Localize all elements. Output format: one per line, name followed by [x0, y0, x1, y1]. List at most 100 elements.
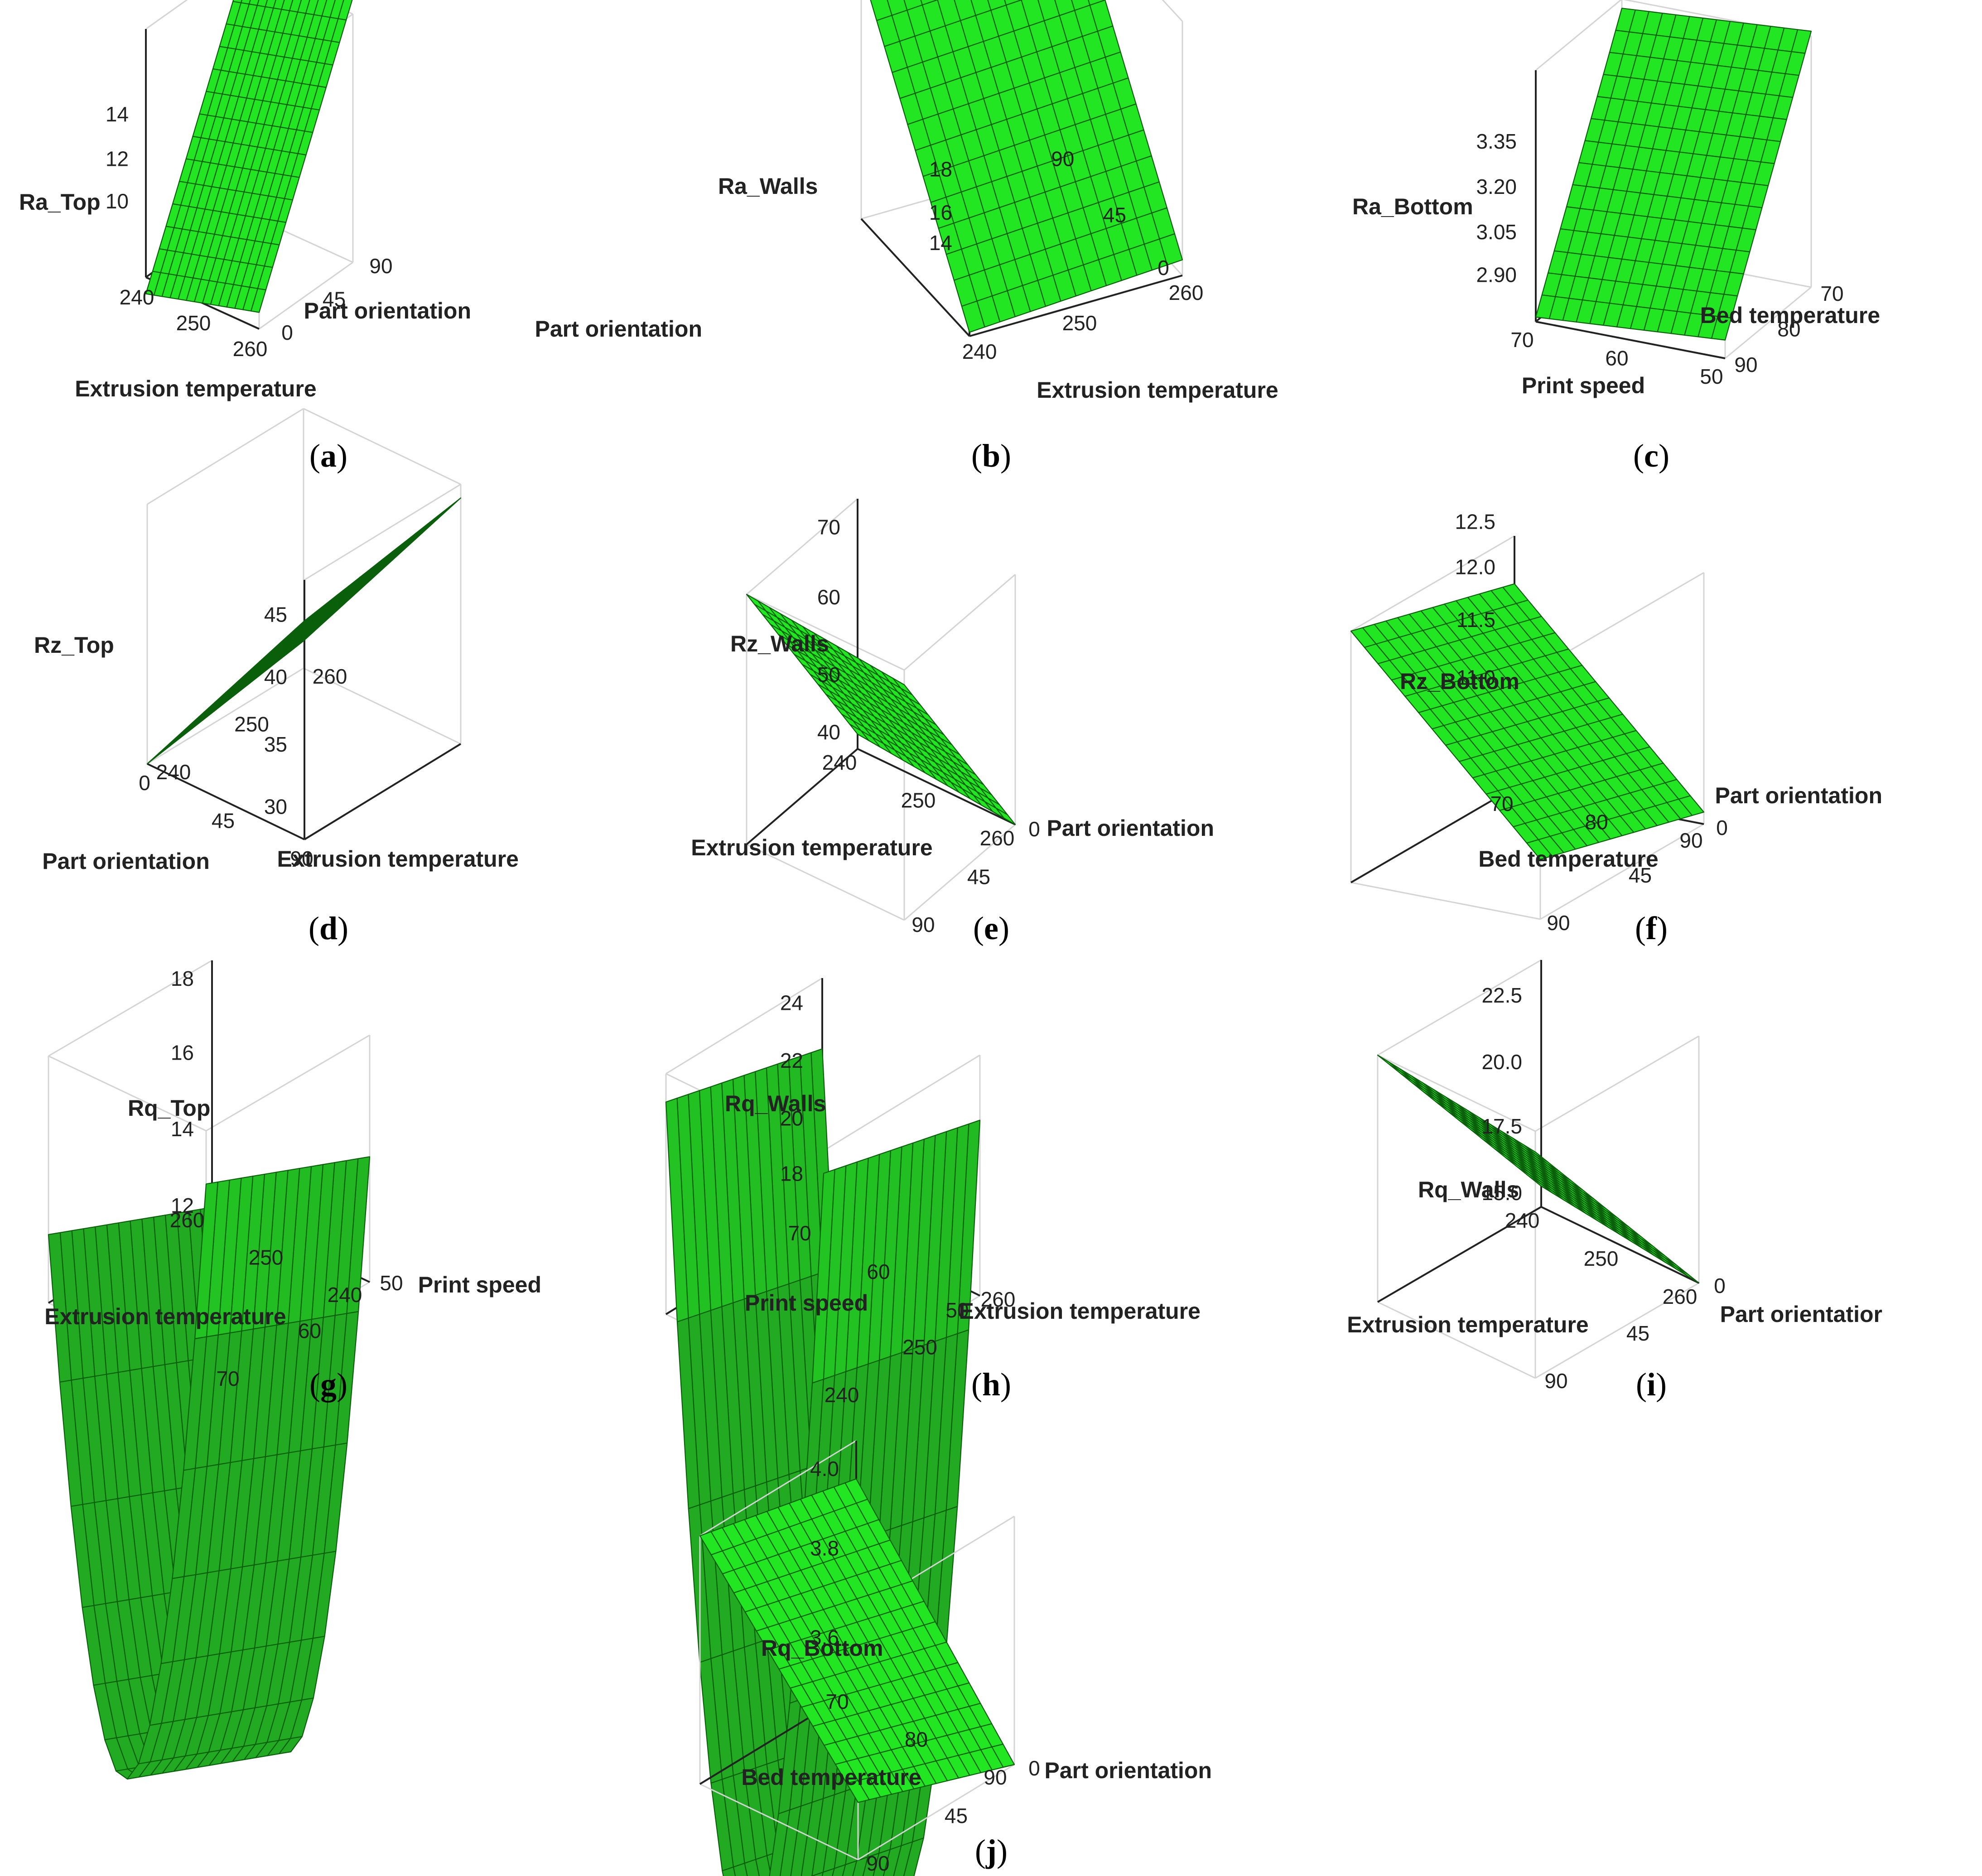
- response-surface: [1535, 8, 1812, 341]
- z-tick-label: 12.0: [1455, 555, 1495, 579]
- x-tick-label: 250: [1584, 1247, 1619, 1270]
- x-tick-label: 250: [901, 789, 936, 812]
- y-tick-label: 50: [380, 1271, 403, 1295]
- y-tick-label: 240: [825, 1383, 859, 1407]
- z-tick-label: 3.35: [1476, 130, 1517, 153]
- x-tick-label: 260: [1169, 281, 1204, 304]
- surface-cell: [846, 1780, 870, 1803]
- z-tick-label: 3.20: [1476, 175, 1517, 198]
- x-axis: [1535, 321, 1726, 359]
- surface-cell: [194, 1182, 218, 1340]
- y-axis-label: Part orientatior: [1720, 1302, 1882, 1327]
- surface-cell: [733, 1862, 748, 1876]
- response-surface: [1350, 583, 1705, 860]
- x-axis-label: Extrusion temperature: [75, 376, 316, 401]
- surface-plot-f: 70 80 90 0 45 90 11.0 11.5 12.0 12.5 Rz_Bottom Bed …: [1350, 510, 1882, 946]
- x-tick-label: 240: [328, 1283, 362, 1307]
- z-tick-label: 35: [264, 733, 287, 756]
- y-axis: [304, 743, 462, 840]
- y-tick-label: 0: [281, 321, 293, 344]
- z-tick-label: 3.05: [1476, 220, 1517, 244]
- x-tick-label: 90: [1679, 829, 1702, 852]
- surface-plot-a: 240 250 260 0 45 90 10 12 14 Ra_Top Extrusion temp…: [19, 0, 471, 474]
- z-tick-label: 22.5: [1481, 984, 1522, 1007]
- x-tick-label: 90: [984, 1765, 1007, 1789]
- x-tick-label: 260: [980, 826, 1015, 850]
- x-axis-label: Print speed: [745, 1290, 868, 1316]
- x-axis-label: Extrusion temperature: [1347, 1312, 1588, 1337]
- y-tick-label: 45: [1629, 863, 1652, 887]
- x-tick-label: 0: [139, 771, 150, 795]
- y-tick-label: 45: [1626, 1321, 1649, 1345]
- x-axis: [1541, 1206, 1699, 1284]
- panel-caption: (a): [309, 438, 347, 474]
- response-surface: [48, 1156, 371, 1780]
- z-tick-label: 2.90: [1476, 263, 1517, 286]
- z-tick-label: 12: [106, 147, 129, 171]
- y-tick-label: 60: [298, 1319, 321, 1343]
- x-tick-label: 70: [825, 1690, 849, 1713]
- y-tick-label: 90: [1051, 147, 1074, 170]
- z-tick-label: 18: [780, 1162, 803, 1186]
- x-tick-label: 260: [233, 337, 268, 361]
- y-axis: [746, 748, 858, 845]
- z-tick-label: 14: [929, 231, 952, 255]
- z-tick-label: 14: [106, 102, 129, 126]
- x-tick-label: 50: [1700, 365, 1723, 388]
- x-tick-label: 60: [1605, 347, 1628, 370]
- y-tick-label: 260: [981, 1288, 1016, 1311]
- surface-plot-d: 90 45 0 240 250 260 30 35 40 45 Rz_Top Part orienta…: [34, 408, 519, 946]
- y-axis-label: Part orientation: [304, 298, 471, 323]
- z-tick-label: 16: [171, 1041, 194, 1064]
- x-axis-label: Extrusion temperature: [691, 835, 932, 860]
- surface-plot-i: 240 250 260 0 45 90 15.0 17.5 20.0 22.5 Rq_Walls Ex…: [1347, 959, 1882, 1403]
- x-tick-label: 250: [176, 311, 211, 335]
- x-tick-label: 80: [1585, 810, 1608, 834]
- z-tick-label: 40: [264, 665, 287, 689]
- x-tick-label: 80: [905, 1728, 928, 1751]
- y-tick-label: 0: [1157, 256, 1169, 280]
- y-tick-label: 250: [902, 1336, 937, 1359]
- y-tick-label: 45: [945, 1804, 968, 1828]
- z-axis-label: Rq_Walls: [725, 1091, 826, 1116]
- x-tick-label: 45: [212, 809, 235, 833]
- z-axis-label: Rz_Bottom: [1400, 669, 1519, 694]
- y-axis: [860, 218, 970, 337]
- z-tick-label: 12: [171, 1194, 194, 1217]
- z-tick-label: 24: [780, 991, 803, 1015]
- panel-caption: (h): [971, 1366, 1011, 1403]
- surface-cell: [961, 300, 985, 333]
- surface-cell: [250, 288, 266, 313]
- z-tick-label: 30: [264, 795, 287, 818]
- axes-box: [746, 498, 1016, 921]
- z-axis-label: Rq_Top: [128, 1095, 210, 1121]
- z-tick-label: 40: [817, 720, 840, 744]
- y-tick-label: 45: [967, 865, 990, 889]
- surface-cell: [293, 611, 316, 632]
- y-tick-label: 70: [1820, 282, 1843, 305]
- y-axis: [1350, 786, 1515, 883]
- z-axis-label: Rz_Top: [34, 632, 114, 658]
- surface-plot-j: 70 80 90 0 45 90 3.6 3.8 4.0 Rq_Bottom Bed tempera…: [699, 1440, 1212, 1875]
- response-surface: [870, 0, 1183, 333]
- y-axis-label: Extrusion temperature: [277, 846, 519, 872]
- y-tick-label: 90: [1734, 353, 1757, 376]
- z-axis-label: Rq_Bottom: [761, 1635, 883, 1661]
- y-tick-label: 80: [1777, 318, 1800, 341]
- z-tick-label: 18: [171, 967, 194, 990]
- y-tick-label: 0: [1028, 1756, 1040, 1780]
- x-tick-label: 250: [249, 1246, 284, 1269]
- surface-cell: [1526, 839, 1553, 860]
- panel-caption: (i): [1636, 1366, 1667, 1403]
- y-axis-label: Part orientation: [535, 316, 702, 342]
- x-axis: [969, 275, 1183, 337]
- z-tick-label: 20: [780, 1106, 803, 1130]
- y-tick-label: 90: [369, 254, 392, 278]
- y-tick-label: 90: [866, 1852, 889, 1875]
- z-tick-label: 17.5: [1481, 1114, 1522, 1138]
- x-axis: [147, 763, 305, 840]
- y-tick-label: 0: [1716, 816, 1728, 839]
- panel-caption: (d): [309, 910, 348, 946]
